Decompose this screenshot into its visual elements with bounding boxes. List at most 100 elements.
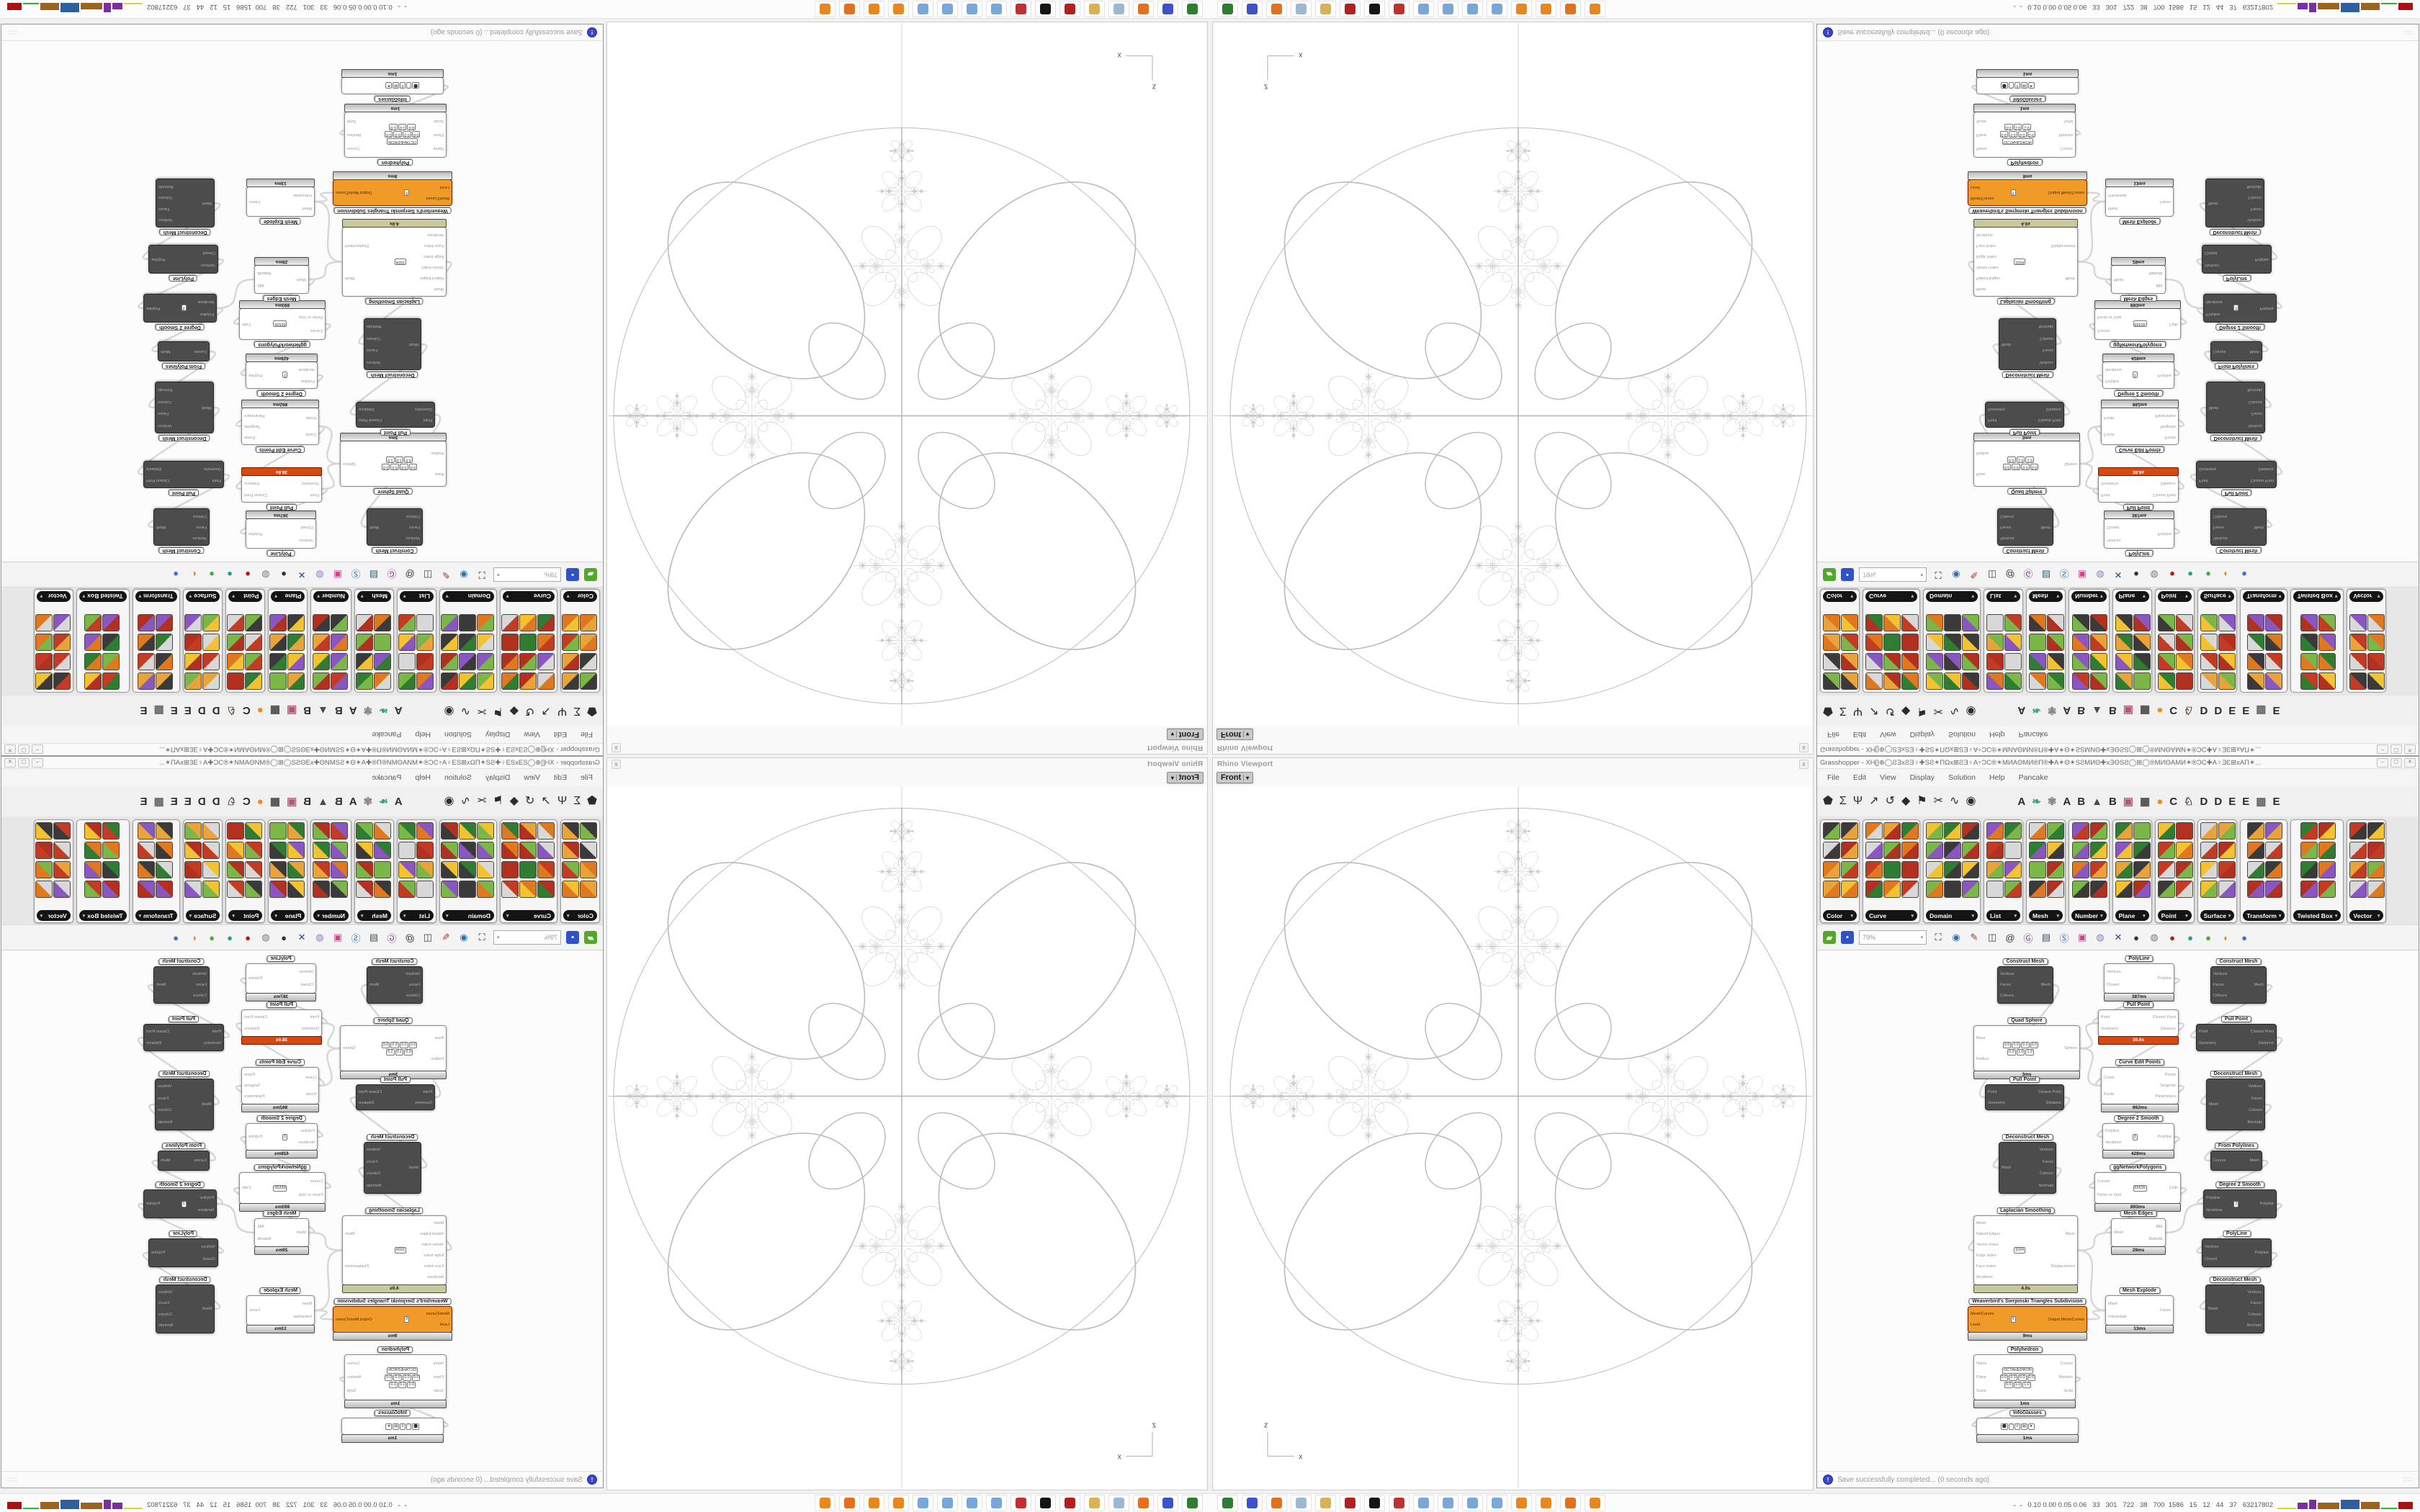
preview-eye-icon[interactable]: ◉ [1952, 932, 1960, 942]
taskbar-item-sega-app[interactable] [1340, 1, 1361, 17]
output-port[interactable]: Mesh [369, 525, 380, 529]
wire[interactable] [318, 1047, 341, 1087]
component-icon[interactable] [1962, 822, 1979, 840]
component-icon[interactable] [398, 634, 416, 651]
taskbar-item-firefox-app-2[interactable] [1560, 1, 1581, 17]
value-chip[interactable]: 6 [2010, 1316, 2016, 1323]
node-lap[interactable]: Laplacian Smoothing Mesh Naked Edges Vertex… [342, 219, 447, 305]
tab-plugin-2[interactable]: ✾ [363, 704, 373, 717]
value-chip[interactable]: 1.0 [2022, 1381, 2031, 1388]
component-icon[interactable] [580, 861, 597, 878]
node-mex[interactable]: Mesh Explode Mesh Interpolate Faces 13ms [2105, 1287, 2174, 1333]
input-port[interactable]: Radius [1976, 1056, 1989, 1061]
preview-off-ball-icon[interactable]: ● [2133, 569, 2139, 580]
component-icon[interactable] [477, 861, 494, 878]
wire[interactable] [2079, 1022, 2099, 1050]
tab-plugin-15[interactable]: E [2242, 704, 2250, 717]
taskbar-item-red-badge-app[interactable] [1010, 1, 1031, 17]
output-port[interactable]: Curves [347, 1361, 360, 1366]
chevron-down-icon[interactable]: ▾ [2377, 913, 2380, 919]
node-qs[interactable]: Quad Sphere Base Radius 0.0 0.0 0.0 0.0 0.0 1.0 1… [340, 1017, 447, 1079]
input-port[interactable]: Polyline [2105, 379, 2120, 383]
save-file-icon[interactable]: ▪ [566, 568, 579, 581]
component-icon[interactable] [2071, 634, 2089, 651]
output-port[interactable]: Polyline [2157, 1135, 2172, 1139]
component-icon[interactable] [1883, 614, 1901, 631]
component-icon[interactable] [1944, 861, 1961, 878]
wire[interactable] [1992, 1096, 2071, 1169]
component-icon[interactable] [374, 672, 391, 690]
component-icon[interactable] [102, 614, 120, 631]
chevron-down-icon[interactable]: ▾ [2278, 913, 2282, 919]
menu-item-display[interactable]: Display [1909, 730, 1935, 739]
chevron-down-icon[interactable]: ▾ [2377, 593, 2380, 599]
component-icon[interactable] [2349, 634, 2367, 651]
chevron-down-icon[interactable]: ▾ [2278, 593, 2282, 599]
wire[interactable] [2095, 1022, 2184, 1087]
component-icon[interactable] [2115, 634, 2133, 651]
output-port[interactable]: Vertices [2247, 217, 2262, 222]
wire[interactable] [2087, 1309, 2106, 1320]
node-canvas[interactable]: Construct Mesh Vertices Faces Colours Mesh Po… [1, 950, 603, 1471]
palette-panel-label[interactable]: Domain ▾ [442, 591, 494, 602]
component-icon[interactable] [2029, 861, 2046, 878]
component-icon[interactable] [501, 653, 519, 670]
component-icon[interactable] [501, 614, 519, 631]
output-port[interactable]: Vertices [158, 217, 173, 222]
component-icon[interactable] [2115, 653, 2133, 670]
menu-item-solution[interactable]: Solution [444, 773, 472, 782]
tab-mesh[interactable]: ⚑ [493, 795, 503, 807]
component-icon[interactable] [1901, 881, 1919, 898]
chevron-down-icon[interactable]: ▾ [2228, 593, 2231, 599]
output-port[interactable]: Mesh [2065, 1231, 2075, 1236]
input-port[interactable]: Naked Edges [1976, 276, 2001, 281]
zoom-level-select[interactable]: 79% ▾ [493, 930, 561, 945]
component-icon[interactable] [1986, 653, 2004, 670]
tab-maths[interactable]: Σ [573, 705, 581, 717]
value-chip[interactable]: 1.0 [395, 456, 404, 464]
tab-plugin-10[interactable]: C [2169, 704, 2178, 717]
output-port[interactable]: Faces [249, 199, 260, 204]
tab-plugin-11[interactable]: ♘ [226, 795, 236, 808]
input-port[interactable]: Curve [305, 1075, 316, 1080]
component-icon[interactable] [138, 822, 156, 840]
value-chip[interactable]: 0.0 [403, 1374, 411, 1381]
component-icon[interactable] [416, 653, 434, 670]
component-icon[interactable] [1823, 822, 1840, 840]
input-port[interactable]: Scale [1976, 1389, 1986, 1394]
taskbar-item-paint-app-3[interactable] [937, 1495, 958, 1511]
value-chip[interactable]: ⌾ [2015, 82, 2020, 89]
output-port[interactable]: Faces [2251, 1096, 2262, 1101]
input-port[interactable]: Colours [406, 513, 420, 518]
gha-loader-icon[interactable]: Ⓖ [2023, 568, 2033, 580]
component-icon[interactable] [1962, 634, 1979, 651]
cluster-box-icon[interactable]: ▣ [2077, 570, 2087, 580]
value-chip[interactable]: 0.0 [2017, 1374, 2027, 1381]
node-cep[interactable]: Curve Edit Points Curve Knots Points Tangent… [241, 1059, 319, 1112]
node-wb[interactable]: Weaverbird's Sierpinski Triangles Subdiv… [1968, 171, 2087, 214]
component-icon[interactable] [501, 634, 519, 651]
remote-panel-icon[interactable]: ▤ [2041, 932, 2051, 942]
value-chip[interactable]: 0.0 [407, 1381, 416, 1388]
output-port[interactable]: Output Mesh/Curves [2048, 190, 2084, 195]
wire[interactable] [314, 1309, 333, 1320]
component-icon[interactable] [580, 653, 597, 670]
ball-blue-icon[interactable]: ● [2241, 932, 2247, 943]
input-port[interactable]: Mesh [2209, 1102, 2219, 1107]
component-icon[interactable] [2349, 672, 2367, 690]
output-port[interactable]: Meshes [347, 132, 362, 138]
finder-icon[interactable]: Ⓢ [2059, 932, 2069, 944]
internalise-icon[interactable]: @ [2005, 932, 2015, 943]
tab-plugin-15[interactable]: E [170, 795, 178, 808]
remote-panel-icon[interactable]: ▤ [369, 932, 379, 942]
input-port[interactable]: Mesh [408, 342, 418, 346]
component-icon[interactable] [562, 653, 579, 670]
component-icon[interactable] [313, 861, 331, 878]
galapagos-balloon-icon[interactable]: ◍ [2096, 570, 2105, 580]
output-port[interactable]: Distance [359, 1100, 375, 1105]
close-icon[interactable]: x [1799, 760, 1809, 769]
input-port[interactable]: Face Index [424, 1264, 444, 1269]
tab-transform[interactable]: ∿ [1950, 705, 1960, 717]
wire[interactable] [308, 261, 343, 281]
component-icon[interactable] [2047, 861, 2064, 878]
